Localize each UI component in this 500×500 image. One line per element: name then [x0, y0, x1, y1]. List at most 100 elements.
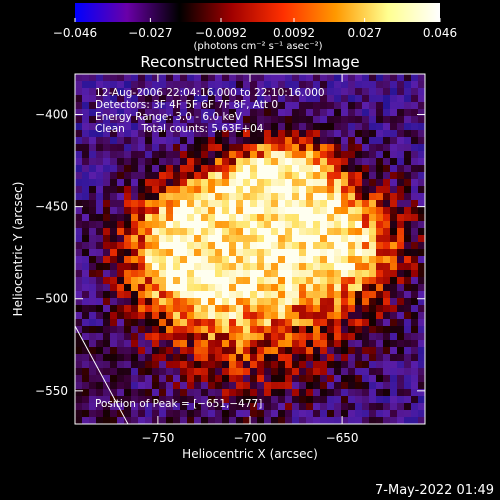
heatmap-pixel: [194, 123, 202, 131]
heatmap-pixel: [411, 305, 419, 313]
heatmap-pixel: [117, 123, 125, 131]
heatmap-pixel: [306, 340, 314, 348]
heatmap-pixel: [236, 319, 244, 327]
heatmap-pixel: [194, 305, 202, 313]
heatmap-pixel: [355, 403, 363, 411]
heatmap-pixel: [320, 270, 328, 278]
heatmap-pixel: [355, 102, 363, 110]
heatmap-pixel: [173, 200, 181, 208]
heatmap-pixel: [138, 270, 146, 278]
heatmap-pixel: [243, 123, 251, 131]
heatmap-pixel: [418, 151, 425, 159]
heatmap-pixel: [159, 158, 167, 166]
heatmap-pixel: [320, 130, 328, 138]
heatmap-pixel: [180, 382, 188, 390]
heatmap-pixel: [236, 382, 244, 390]
heatmap-pixel: [376, 389, 384, 397]
heatmap-pixel: [418, 88, 425, 96]
heatmap-pixel: [257, 396, 265, 404]
heatmap-pixel: [320, 235, 328, 243]
heatmap-pixel: [187, 74, 195, 82]
heatmap-pixel: [278, 235, 286, 243]
heatmap-pixel: [257, 333, 265, 341]
heatmap-pixel: [264, 109, 272, 117]
heatmap-pixel: [243, 193, 251, 201]
heatmap-pixel: [334, 417, 342, 424]
heatmap-pixel: [145, 102, 153, 110]
heatmap-pixel: [215, 214, 223, 222]
heatmap-pixel: [355, 193, 363, 201]
heatmap-pixel: [229, 396, 237, 404]
heatmap-pixel: [418, 242, 425, 250]
heatmap-pixel: [166, 200, 174, 208]
heatmap-pixel: [362, 74, 370, 82]
heatmap-pixel: [348, 410, 356, 418]
heatmap-pixel: [166, 95, 174, 103]
heatmap-pixel: [383, 368, 391, 376]
heatmap-pixel: [418, 326, 425, 334]
heatmap-pixel: [313, 221, 321, 229]
heatmap-pixel: [229, 235, 237, 243]
heatmap-pixel: [89, 368, 97, 376]
heatmap-pixel: [75, 389, 83, 397]
chart-title: Reconstructed RHESSI Image: [140, 53, 359, 71]
heatmap-pixel: [376, 410, 384, 418]
heatmap-pixel: [306, 242, 314, 250]
heatmap-pixel: [404, 116, 412, 124]
heatmap-pixel: [257, 228, 265, 236]
heatmap-pixel: [369, 214, 377, 222]
heatmap-pixel: [327, 347, 335, 355]
heatmap-pixel: [166, 137, 174, 145]
heatmap-pixel: [243, 95, 251, 103]
heatmap-pixel: [173, 158, 181, 166]
heatmap-pixel: [215, 417, 223, 424]
heatmap-pixel: [110, 179, 118, 187]
heatmap-pixel: [271, 256, 279, 264]
heatmap-pixel: [369, 109, 377, 117]
heatmap-pixel: [285, 144, 293, 152]
heatmap-pixel: [313, 368, 321, 376]
heatmap-pixel: [278, 200, 286, 208]
heatmap-pixel: [306, 123, 314, 131]
heatmap-pixel: [138, 165, 146, 173]
y-tick-label: −450: [35, 200, 68, 214]
heatmap-pixel: [271, 389, 279, 397]
heatmap-pixel: [264, 305, 272, 313]
colorbar-ticks: −0.046 −0.027 −0.0092 0.0092 0.027 0.046: [53, 18, 457, 40]
heatmap-pixel: [89, 347, 97, 355]
heatmap-pixel: [222, 186, 230, 194]
heatmap-pixel: [271, 74, 279, 82]
heatmap-pixel: [194, 354, 202, 362]
heatmap-pixel: [418, 256, 425, 264]
y-axis-ticks: −400−450−500−550: [35, 108, 425, 398]
heatmap-pixel: [264, 137, 272, 145]
heatmap-pixel: [222, 417, 230, 424]
heatmap-pixel: [215, 340, 223, 348]
heatmap-pixel: [397, 88, 405, 96]
heatmap-pixel: [376, 130, 384, 138]
heatmap-pixel: [124, 263, 132, 271]
heatmap-pixel: [278, 256, 286, 264]
heatmap-pixel: [292, 249, 300, 257]
heatmap-pixel: [229, 382, 237, 390]
heatmap-pixel: [117, 109, 125, 117]
heatmap-pixel: [250, 319, 258, 327]
heatmap-pixel: [201, 291, 209, 299]
heatmap-pixel: [264, 172, 272, 180]
heatmap-pixel: [285, 361, 293, 369]
heatmap-pixel: [110, 165, 118, 173]
heatmap-pixel: [348, 368, 356, 376]
heatmap-pixel: [243, 312, 251, 320]
heatmap-pixel: [292, 158, 300, 166]
heatmap-pixel: [82, 305, 90, 313]
heatmap-pixel: [187, 305, 195, 313]
heatmap-pixel: [376, 368, 384, 376]
heatmap-pixel: [376, 165, 384, 173]
heatmap-pixel: [152, 116, 160, 124]
heatmap-pixel: [334, 116, 342, 124]
heatmap-pixel: [334, 354, 342, 362]
heatmap-pixel: [390, 354, 398, 362]
heatmap-pixel: [313, 277, 321, 285]
heatmap-pixel: [418, 333, 425, 341]
heatmap-pixel: [299, 284, 307, 292]
